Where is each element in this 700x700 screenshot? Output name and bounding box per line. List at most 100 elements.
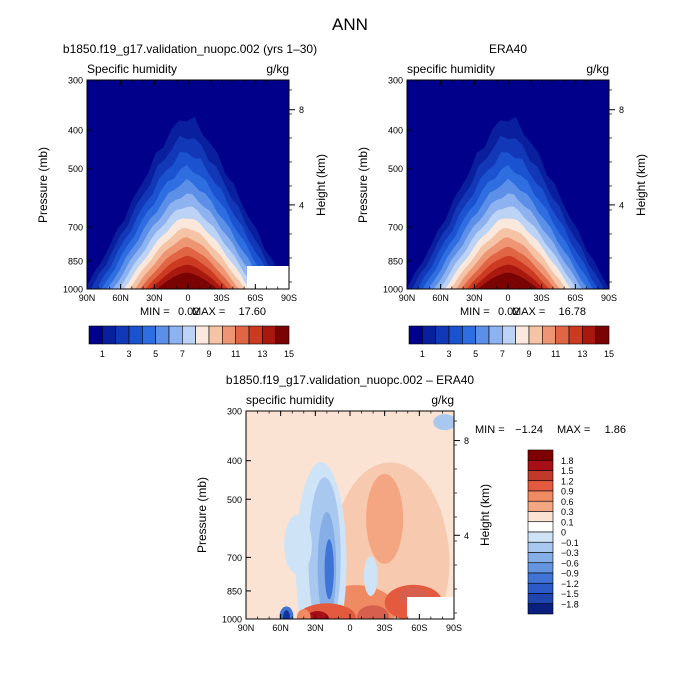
panel-obs-colorbar-swatch bbox=[475, 325, 490, 345]
panel-model-ytick-label: 850 bbox=[68, 256, 83, 266]
panel-obs-contour-band bbox=[477, 272, 539, 289]
panel-model-colorbar-label: 11 bbox=[231, 349, 240, 359]
panel-diff-colorbar-label: −0.9 bbox=[561, 569, 579, 579]
panel-model-colorbar-label: 13 bbox=[257, 349, 267, 359]
panel-obs-colorbar-label: 3 bbox=[446, 349, 451, 359]
panel-obs-colorbar-swatch bbox=[595, 325, 610, 345]
panel-diff-colorbar-swatch bbox=[527, 572, 554, 584]
panel-obs-colorbar-label: 5 bbox=[473, 349, 478, 359]
panel-diff-colorbar-label: 1.8 bbox=[561, 456, 574, 466]
panel-obs-colorbar-swatch bbox=[488, 325, 503, 345]
panel-diff-xtick-label: 60S bbox=[411, 623, 427, 633]
panel-obs-height-tick-label: 8 bbox=[619, 105, 624, 115]
panel-model-ytick-label: 1000 bbox=[63, 285, 83, 295]
panel-obs-colorbar-swatch bbox=[435, 325, 450, 345]
panel-obs-colorbar-swatch bbox=[568, 325, 583, 345]
panel-diff-variable: specific humidity bbox=[246, 393, 334, 407]
panel-diff-min-label: MIN = bbox=[475, 424, 505, 436]
panel-diff-colorbar-swatch bbox=[527, 480, 554, 492]
panel-diff-ytick-label: 300 bbox=[227, 407, 242, 417]
panel-obs-xtick-label: 90N bbox=[399, 293, 416, 303]
panel-obs-ytick-label: 1000 bbox=[383, 285, 403, 295]
panel-obs-ytick-label: 700 bbox=[388, 223, 403, 233]
panel-model-min-value: 0.02 bbox=[178, 306, 199, 318]
panel-diff-colorbar-label: 1.2 bbox=[561, 476, 574, 486]
panel-obs-xtick-label: 30S bbox=[534, 293, 550, 303]
panel-obs-min-value: 0.02 bbox=[498, 306, 519, 318]
panel-diff-colorbar-label: 0 bbox=[561, 528, 566, 538]
panel-model-colorbar-label: 15 bbox=[284, 349, 294, 359]
panel-diff-colorbar-label: −1.5 bbox=[561, 589, 579, 599]
panel-diff-colorbar-label: 0.9 bbox=[561, 487, 574, 497]
panel-obs-units: g/kg bbox=[586, 62, 609, 76]
panel-model-xtick-label: 30S bbox=[214, 293, 230, 303]
panel-diff-xtick-label: 0 bbox=[347, 623, 352, 633]
panel-diff-anomaly-blob bbox=[284, 514, 312, 575]
panel-model-colorbar-swatch bbox=[88, 325, 103, 345]
panel-diff-colorbar-swatch bbox=[527, 603, 554, 615]
panel-diff-colorbar-swatch bbox=[527, 582, 554, 594]
panel-obs-colorbar-swatch bbox=[408, 325, 423, 345]
panel-model-colorbar-swatch bbox=[222, 325, 236, 345]
panel-diff-xtick-label: 90N bbox=[238, 623, 255, 633]
panel-obs-xtick-label: 90S bbox=[601, 293, 617, 303]
panel-diff-xtick-label: 30S bbox=[377, 623, 393, 633]
panel-model-right-label: Height (km) bbox=[314, 154, 328, 216]
panel-obs: ERA40 specific humidity g/kg 90N 60N 30N 0 3… bbox=[356, 42, 648, 359]
panel-diff-anomaly-blob bbox=[363, 556, 378, 597]
panel-model-colorbar-swatch bbox=[235, 325, 250, 345]
panel-model-xtick-label: 30N bbox=[146, 293, 163, 303]
panel-model-colorbar-label: 5 bbox=[153, 349, 158, 359]
panel-obs-field bbox=[407, 80, 609, 289]
panel-diff-anomaly-blob bbox=[366, 473, 404, 564]
panel-model-colorbar-swatch bbox=[168, 325, 183, 345]
panel-diff-ytick-label: 700 bbox=[227, 553, 242, 563]
panel-obs-xtick-label: 30N bbox=[466, 293, 483, 303]
panel-model-colorbar-swatch bbox=[248, 325, 263, 345]
panel-obs-ytick-label: 500 bbox=[388, 164, 403, 174]
panel-obs-colorbar: 1 3 5 7 9 11 13 15 bbox=[408, 325, 614, 359]
panel-diff-ytick-label: 850 bbox=[227, 586, 242, 596]
panel-model-colorbar-swatch bbox=[262, 325, 276, 345]
panel-obs-height-tick-label: 4 bbox=[619, 200, 624, 210]
panel-diff-anomaly-blob bbox=[324, 539, 334, 600]
panel-obs-ytick-label: 850 bbox=[388, 256, 403, 266]
panel-diff-colorbar-swatch bbox=[527, 541, 554, 553]
panel-obs-ylabel: Pressure (mb) bbox=[356, 147, 370, 223]
panel-model-colorbar-swatch bbox=[155, 325, 170, 345]
panel-model-ytick-label: 500 bbox=[68, 164, 83, 174]
panel-model-missing-data bbox=[247, 266, 289, 289]
panel-model-max-label: MAX = bbox=[192, 306, 225, 318]
panel-diff-colorbar-swatch bbox=[527, 490, 554, 502]
panel-model-colorbar-label: 1 bbox=[100, 349, 105, 359]
panel-diff-field bbox=[246, 411, 454, 619]
panel-obs-colorbar-swatch bbox=[515, 325, 530, 345]
panel-model-ytick-label: 400 bbox=[68, 125, 83, 135]
panel-diff-colorbar-label: 0.6 bbox=[561, 497, 574, 507]
panel-obs-colorbar-swatch bbox=[502, 325, 516, 345]
panel-model-height-tick-label: 4 bbox=[299, 200, 304, 210]
panel-obs-colorbar-label: 9 bbox=[526, 349, 531, 359]
panel-model-colorbar-swatch bbox=[128, 325, 143, 345]
panel-obs-ytick-label: 300 bbox=[388, 76, 403, 86]
panel-diff-xtick-label: 30N bbox=[307, 623, 324, 633]
panel-model-colorbar-label: 7 bbox=[180, 349, 185, 359]
panel-diff-colorbar-label: −0.3 bbox=[561, 548, 579, 558]
panel-obs-colorbar-label: 7 bbox=[500, 349, 505, 359]
panel-model-xtick-label: 90N bbox=[79, 293, 96, 303]
panel-obs-colorbar-swatch bbox=[462, 325, 476, 345]
panel-diff-ylabel: Pressure (mb) bbox=[195, 477, 209, 553]
panel-diff-colorbar-label: −1.2 bbox=[561, 579, 579, 589]
panel-diff-colorbar-swatch bbox=[527, 459, 554, 471]
panel-obs-colorbar-swatch bbox=[422, 325, 436, 345]
panel-diff-units: g/kg bbox=[431, 393, 454, 407]
panel-diff-colorbar-label: −0.6 bbox=[561, 558, 579, 568]
panel-model-colorbar-label: 9 bbox=[206, 349, 211, 359]
panel-diff-title: b1850.f19_g17.validation_nuopc.002 – ERA… bbox=[226, 373, 475, 387]
panel-diff-colorbar-label: −1.8 bbox=[561, 599, 579, 609]
panel-diff-anomaly-blob bbox=[296, 609, 311, 619]
panel-obs-colorbar-swatch bbox=[448, 325, 463, 345]
panel-model-colorbar: 1 3 5 7 9 11 13 15 bbox=[88, 325, 294, 359]
panel-model-colorbar-swatch bbox=[102, 325, 116, 345]
